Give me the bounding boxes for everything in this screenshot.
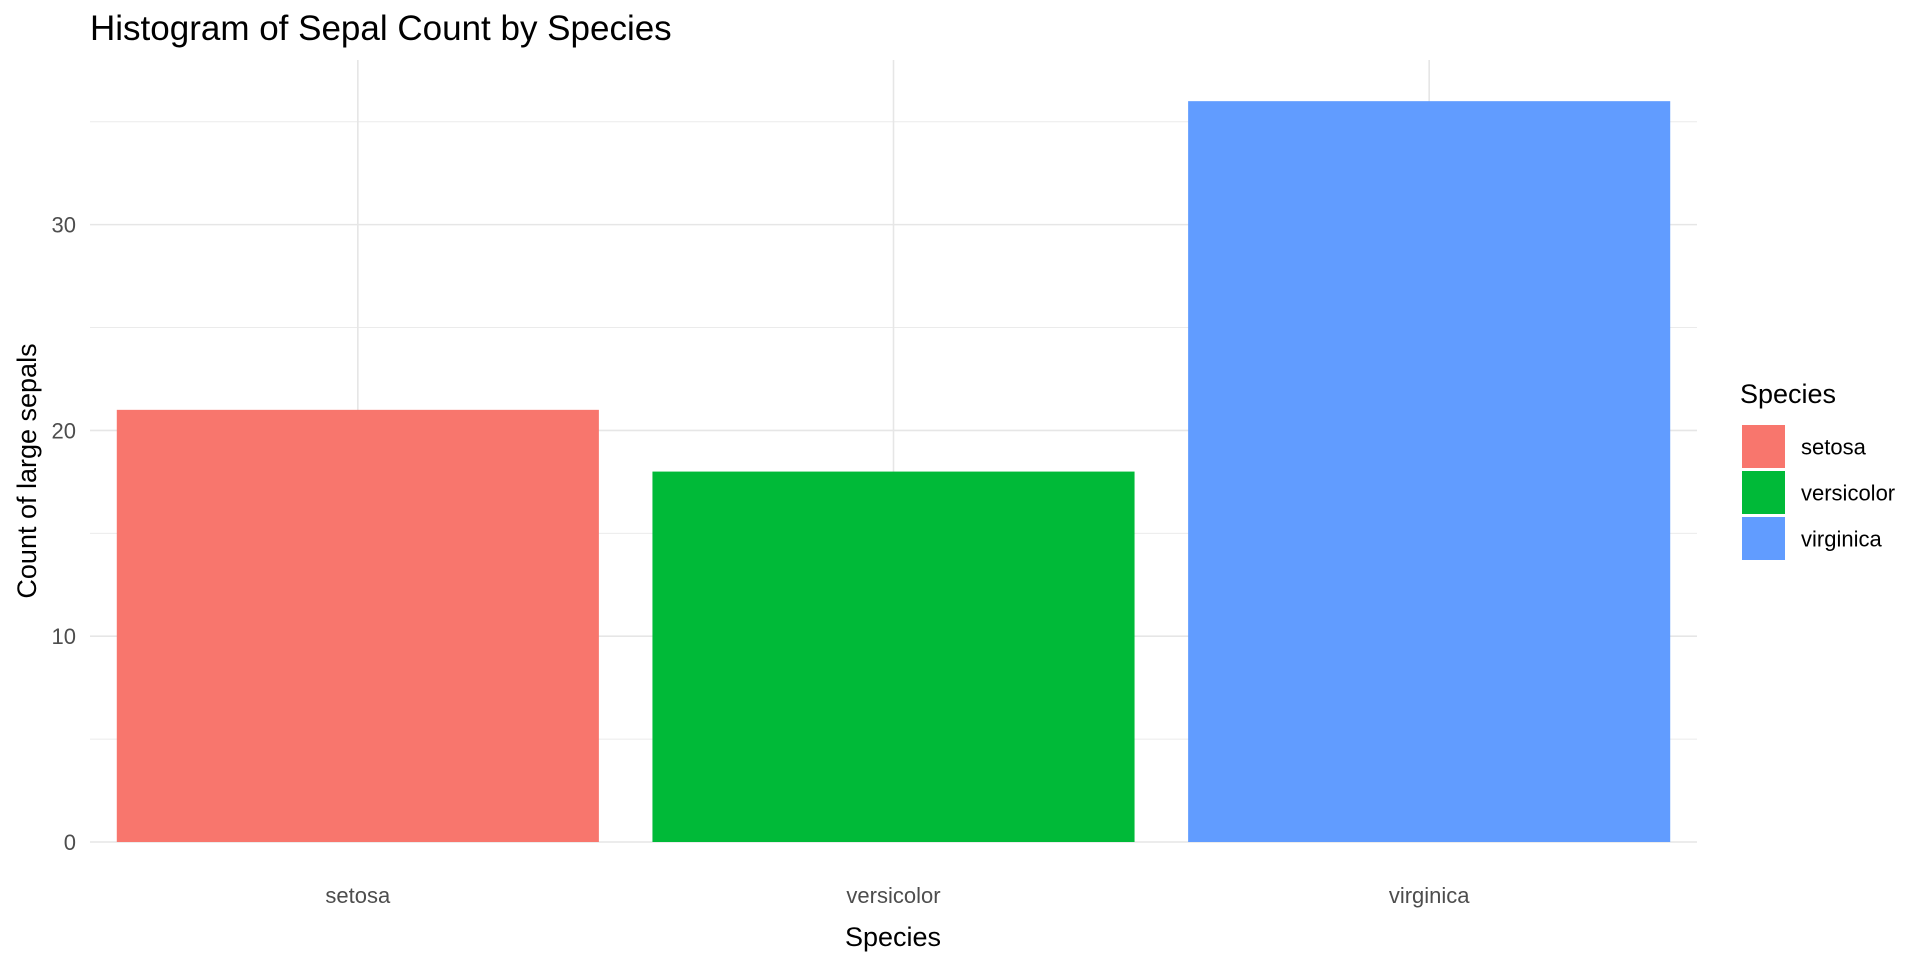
- x-axis-title: Species: [845, 922, 941, 952]
- y-axis-title: Count of large sepals: [12, 343, 42, 598]
- x-tick-label: setosa: [325, 883, 391, 908]
- legend-key-versicolor: [1742, 471, 1785, 514]
- y-axis-ticks: 0 10 20 30: [52, 213, 76, 855]
- legend-title: Species: [1740, 379, 1836, 409]
- x-tick-label: versicolor: [846, 883, 940, 908]
- x-axis-ticks: setosa versicolor virginica: [325, 883, 1470, 908]
- legend-label-virginica: virginica: [1801, 527, 1882, 552]
- x-tick-label: virginica: [1389, 883, 1470, 908]
- legend-label-versicolor: versicolor: [1801, 481, 1895, 506]
- legend-label-setosa: setosa: [1801, 435, 1867, 460]
- legend-key-virginica: [1742, 517, 1785, 560]
- y-tick-label: 20: [52, 418, 76, 443]
- legend-key-setosa: [1742, 425, 1785, 468]
- chart-title: Histogram of Sepal Count by Species: [90, 9, 672, 48]
- bars: [116, 101, 1671, 842]
- legend: Species setosa versicolor virginica: [1740, 379, 1895, 560]
- y-tick-label: 10: [52, 624, 76, 649]
- y-tick-label: 30: [52, 213, 76, 238]
- bar-virginica: [1188, 101, 1671, 842]
- bar-versicolor: [652, 471, 1135, 842]
- y-tick-label: 0: [64, 830, 76, 855]
- bar-setosa: [116, 409, 599, 842]
